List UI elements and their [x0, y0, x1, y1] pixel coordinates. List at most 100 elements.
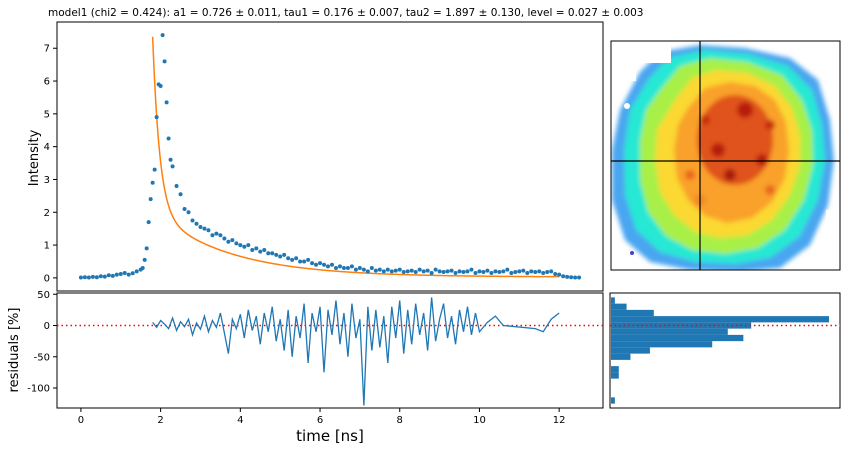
residuals-y-tick-label: 50 — [37, 290, 50, 301]
data-point — [329, 262, 334, 267]
data-point — [537, 269, 542, 274]
data-point — [130, 271, 135, 276]
fit-curve-group — [151, 36, 560, 278]
data-point — [565, 274, 570, 279]
data-point — [333, 266, 338, 271]
data-point — [164, 100, 169, 105]
data-point — [465, 269, 470, 274]
data-point — [118, 271, 123, 276]
data-point — [302, 259, 307, 264]
data-point — [385, 267, 390, 272]
data-point — [298, 259, 303, 264]
histogram-bar — [611, 322, 752, 329]
data-point — [144, 246, 149, 251]
data-point — [421, 269, 426, 274]
data-point — [373, 268, 378, 273]
data-point — [242, 244, 247, 249]
data-point — [345, 266, 350, 271]
data-point — [142, 257, 147, 262]
x-tick-label: 8 — [397, 415, 403, 426]
data-point — [349, 264, 354, 269]
data-point — [489, 270, 494, 275]
data-point — [553, 271, 558, 276]
data-point — [521, 268, 526, 273]
data-point — [86, 275, 91, 280]
decay-y-tick-label: 3 — [44, 175, 50, 186]
data-point — [397, 267, 402, 272]
data-point — [282, 252, 287, 257]
data-point — [218, 233, 223, 238]
x-tick-label: 12 — [553, 415, 566, 426]
data-point — [314, 262, 319, 267]
data-point — [274, 252, 279, 257]
data-point — [337, 264, 342, 269]
data-point — [202, 226, 207, 231]
chart-title: model1 (chi2 = 0.424): a1 = 0.726 ± 0.01… — [48, 7, 643, 19]
data-point — [152, 167, 157, 172]
data-point — [481, 269, 486, 274]
x-tick-label: 4 — [237, 415, 243, 426]
data-point — [425, 268, 430, 273]
data-point — [433, 267, 438, 272]
histogram-bar — [611, 297, 615, 304]
histogram-bar — [611, 366, 619, 373]
data-point — [286, 256, 291, 261]
data-point — [158, 83, 163, 88]
data-point — [186, 210, 191, 215]
data-point — [557, 272, 562, 277]
data-point — [377, 267, 382, 272]
data-point — [322, 262, 327, 267]
data-point — [393, 268, 398, 273]
data-point — [517, 269, 522, 274]
data-point — [318, 261, 323, 266]
data-point — [493, 269, 498, 274]
data-point — [533, 269, 538, 274]
data-point — [401, 269, 406, 274]
data-point — [541, 270, 546, 275]
data-point — [573, 275, 578, 280]
data-point — [545, 269, 550, 274]
data-point — [509, 270, 514, 275]
data-point — [102, 274, 107, 279]
data-point — [417, 267, 422, 272]
data-point — [168, 157, 173, 162]
data-point — [290, 257, 295, 262]
decay-y-tick-label: 0 — [44, 273, 50, 284]
data-points — [78, 33, 582, 280]
fit-curve — [151, 36, 560, 278]
decay-plot-frame — [56, 21, 604, 292]
y-axis-label-residuals: residuals [%] — [7, 308, 22, 393]
x-axis-label: time [ns] — [296, 427, 364, 445]
data-point — [497, 269, 502, 274]
data-point — [90, 274, 95, 279]
data-point — [310, 261, 315, 266]
data-point — [82, 275, 87, 280]
data-point — [254, 246, 259, 251]
histogram-bar — [611, 303, 627, 310]
histogram-bar — [611, 309, 654, 317]
data-point — [150, 180, 155, 185]
residuals-y-tick-label: -100 — [27, 384, 50, 395]
data-point — [413, 269, 418, 274]
data-point — [469, 267, 474, 272]
data-point — [148, 197, 153, 202]
data-point — [194, 221, 199, 226]
histogram-frame — [609, 292, 841, 409]
data-point — [429, 270, 434, 275]
data-point — [381, 269, 386, 274]
histogram-bar — [611, 347, 650, 354]
decay-y-tick-label: 7 — [44, 44, 50, 55]
data-point — [78, 275, 83, 280]
image-frame — [610, 40, 841, 271]
data-point — [238, 243, 243, 248]
data-point — [178, 192, 183, 197]
data-point — [441, 269, 446, 274]
data-point — [485, 268, 490, 273]
data-point — [353, 267, 358, 272]
data-point — [525, 270, 530, 275]
data-point — [561, 274, 566, 279]
data-point — [262, 247, 267, 252]
data-point — [190, 218, 195, 223]
x-tick-label: 0 — [78, 415, 84, 426]
